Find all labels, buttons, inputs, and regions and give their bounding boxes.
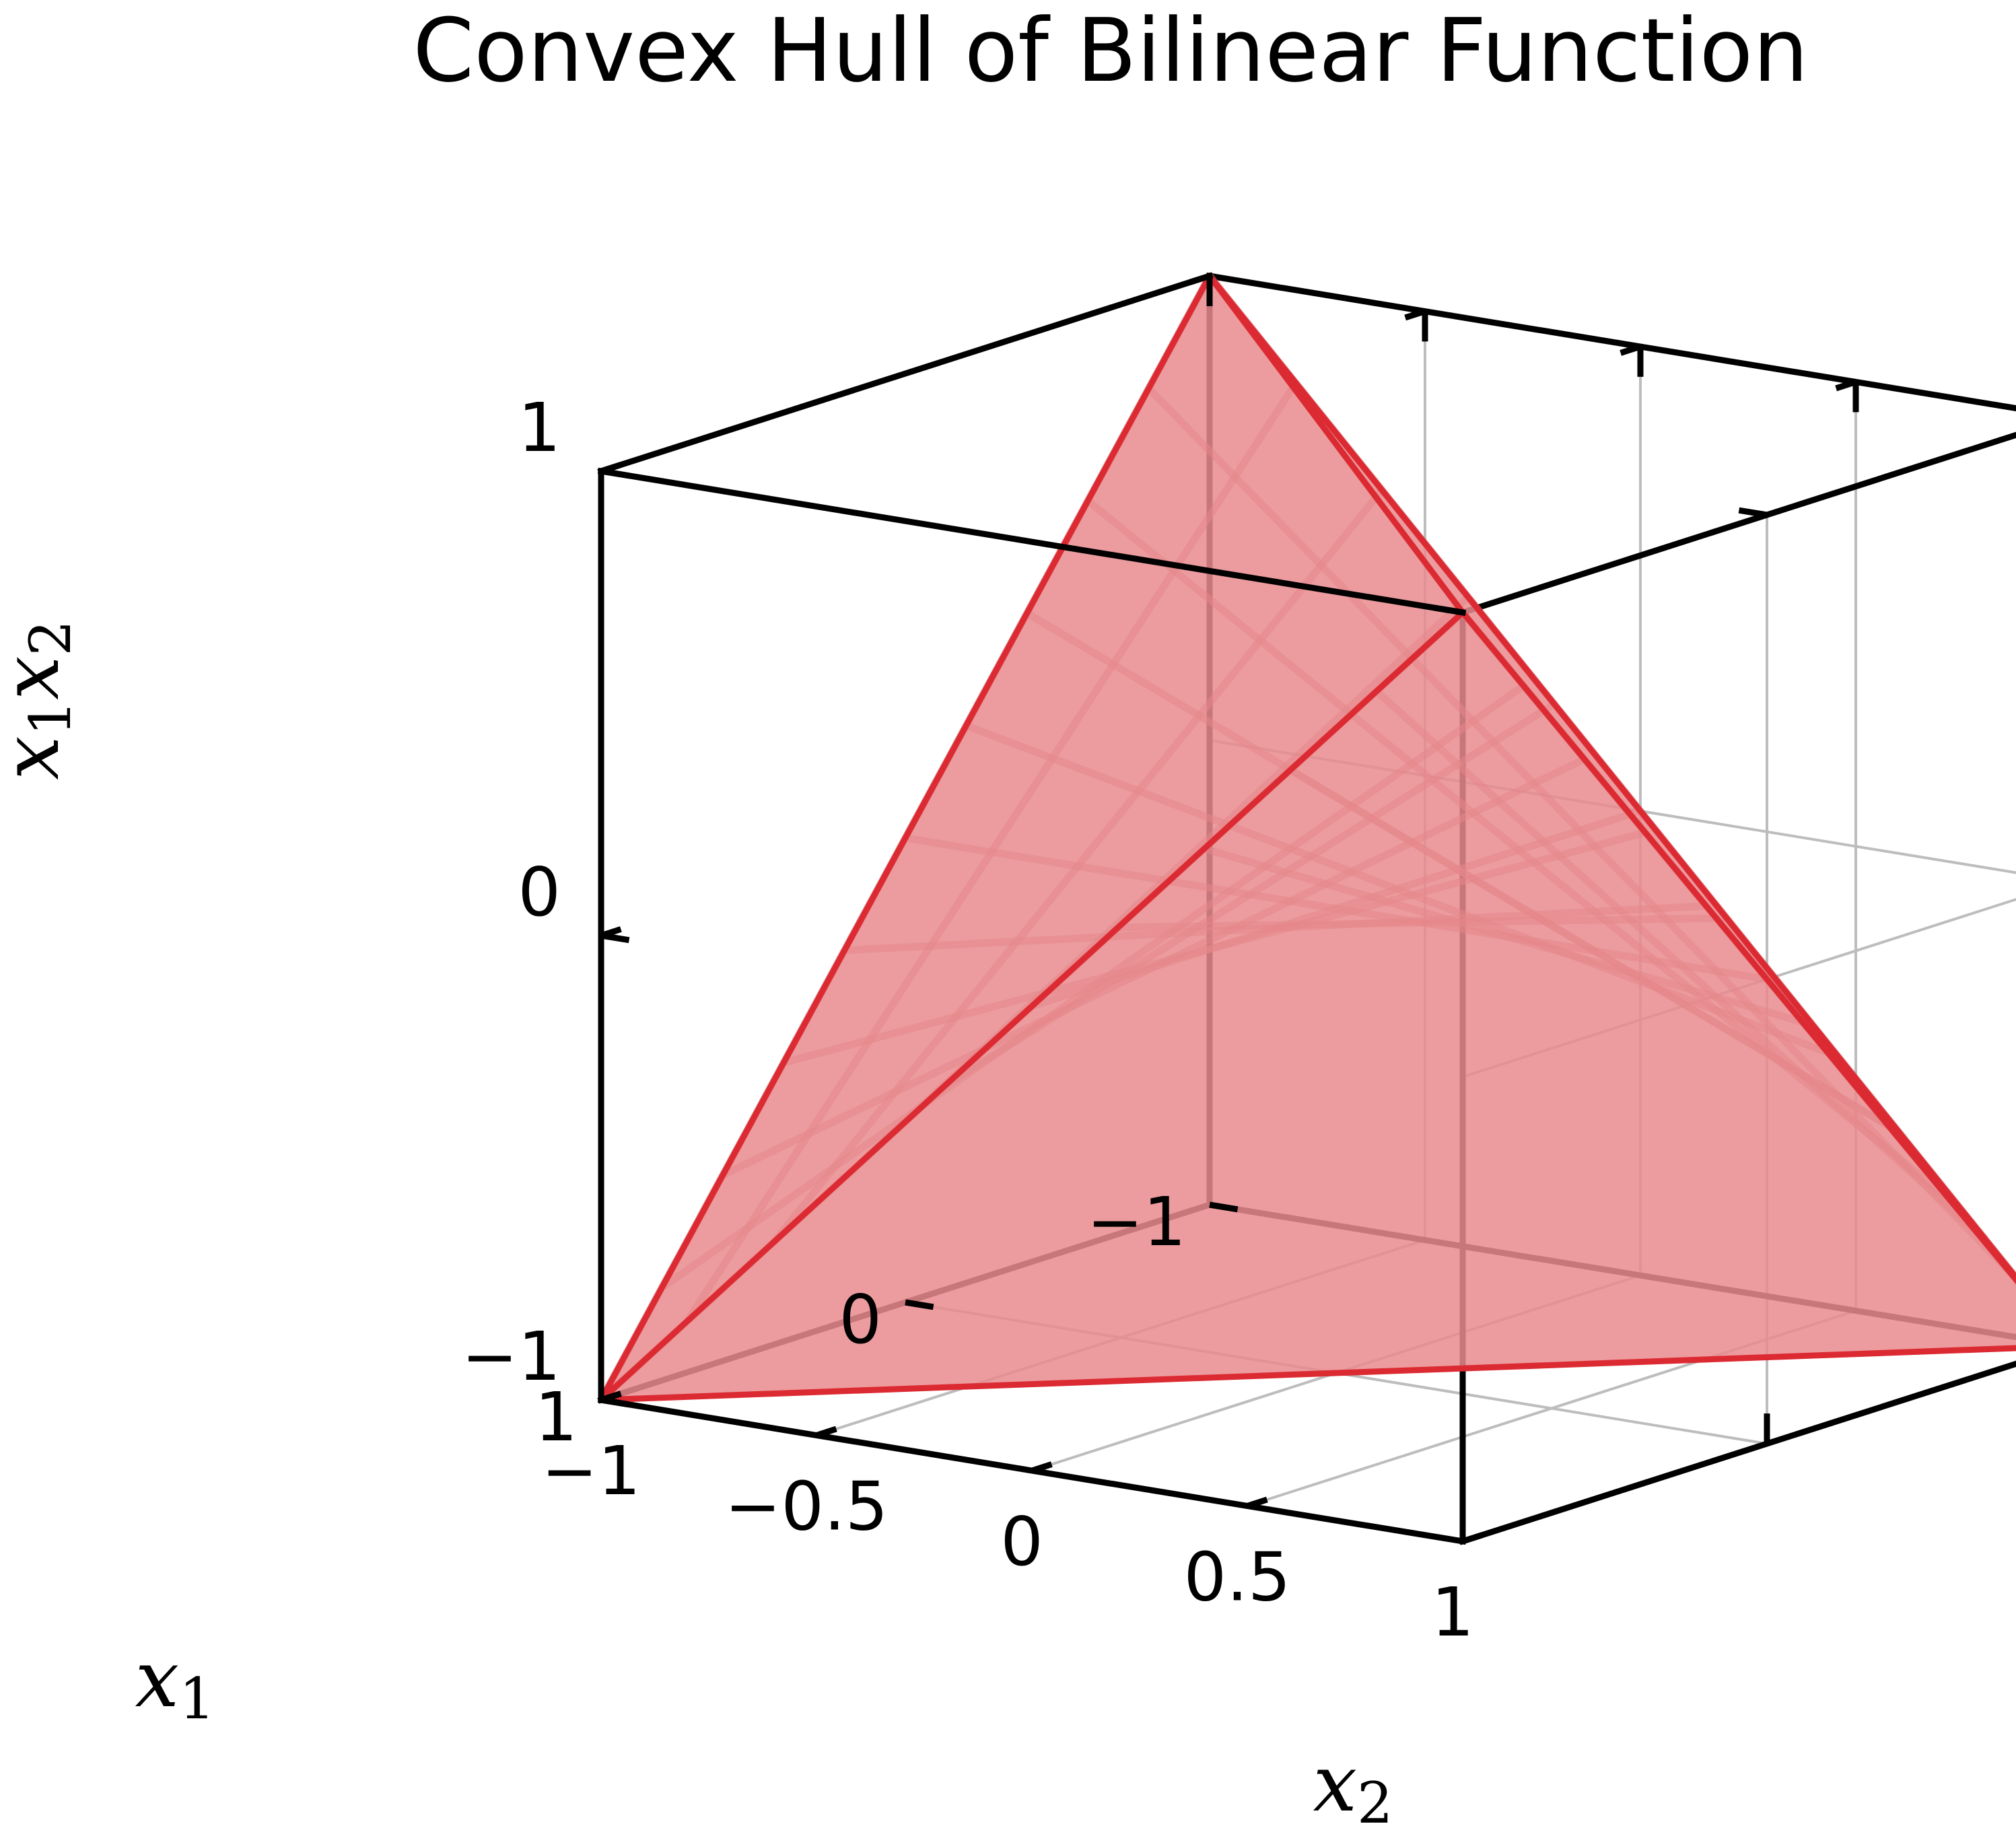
convex-hull (598, 273, 2016, 1403)
x2-axis-label: x2 (1313, 1738, 1393, 1828)
tick-mark-x2 (1404, 308, 1426, 321)
tick-mark-x2 (1031, 1461, 1053, 1474)
z-tick-label: −1 (462, 1317, 561, 1396)
tick-marks (600, 273, 1859, 1545)
z-axis-label: x1x2 (0, 620, 83, 780)
tick-mark-x1 (1738, 507, 1768, 518)
hull-edge (1460, 610, 2016, 1285)
tick-mark-x1 (905, 1299, 934, 1310)
tick-mark-x2 (815, 1426, 837, 1438)
frame-edge (597, 272, 1214, 475)
hull-edge (1207, 274, 2016, 1283)
x1-tick-label: −1 (1087, 1183, 1186, 1261)
z-axis-label-sub: 1 (18, 700, 83, 736)
x2-tick-label: 0 (1000, 1502, 1043, 1581)
x1-axis-label: x1 (135, 1634, 215, 1732)
x1-axis-label-main: x (135, 1634, 179, 1725)
hull-edge (598, 274, 1212, 1402)
hull-edge (1207, 274, 1465, 614)
tick-mark-x1 (1434, 604, 1463, 616)
x2-axis-label-main: x (1313, 1738, 1357, 1828)
chart-title: Convex Hull of Bilinear Function (413, 0, 1808, 102)
z-axis-label-tail: x (0, 656, 77, 700)
z-tick-label: 0 (518, 853, 561, 931)
x1-tick-label: 0 (839, 1280, 882, 1359)
tick-mark-x2 (1835, 379, 1857, 392)
hull-face (601, 612, 2016, 1400)
z-tick-label: 1 (518, 388, 561, 467)
hull-edge (598, 610, 1465, 1403)
x2-tick-label: −0.5 (725, 1467, 889, 1546)
hull-face (601, 276, 1463, 1400)
frame-edge (1206, 272, 2016, 412)
tick-mark-x2 (1461, 1532, 1484, 1545)
z-axis-label-tail-sub: 2 (18, 620, 83, 656)
x1-tick-label: 1 (534, 1378, 578, 1456)
tick-mark-x2 (1620, 343, 1642, 356)
tick-mark-x1 (1209, 1201, 1239, 1213)
tick-mark-z (600, 1391, 622, 1403)
frame-edge (1459, 431, 2016, 617)
tick-mark-z (600, 926, 622, 939)
x2-tick-label: 0.5 (1183, 1538, 1290, 1617)
tick-mark-x2 (1189, 273, 1211, 285)
hull-edge (600, 1345, 2016, 1403)
x2-tick-label: 1 (1431, 1573, 1474, 1652)
x1-axis-label-sub: 1 (179, 1666, 215, 1732)
tick-labels: −1 −0.5 0 0.5 1−101−101 (462, 388, 1474, 1652)
x2-axis-label-sub: 2 (1357, 1770, 1393, 1828)
tick-mark-z (600, 462, 622, 474)
z-axis-label-main: x (0, 736, 77, 779)
frame-edge (1459, 1360, 2016, 1545)
frame-edge (597, 467, 1467, 617)
x2-tick-label: −1 (541, 1432, 640, 1510)
tick-mark-x2 (1246, 1496, 1268, 1509)
